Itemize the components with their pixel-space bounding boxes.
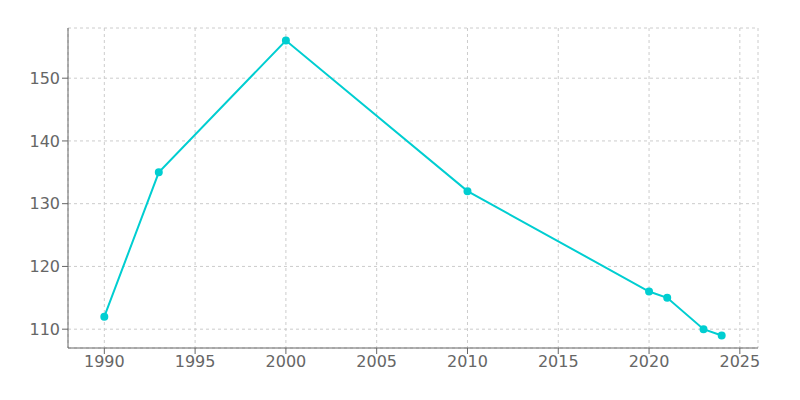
- svg-text:150: 150: [29, 69, 60, 88]
- svg-text:130: 130: [29, 194, 60, 213]
- svg-text:120: 120: [29, 257, 60, 276]
- svg-text:2020: 2020: [629, 352, 670, 371]
- svg-text:110: 110: [29, 320, 60, 339]
- svg-text:2015: 2015: [538, 352, 579, 371]
- svg-text:1990: 1990: [84, 352, 125, 371]
- svg-text:1995: 1995: [175, 352, 216, 371]
- svg-text:2005: 2005: [356, 352, 397, 371]
- svg-text:2010: 2010: [447, 352, 488, 371]
- svg-text:140: 140: [29, 132, 60, 151]
- svg-text:2000: 2000: [266, 352, 307, 371]
- svg-text:2025: 2025: [719, 352, 760, 371]
